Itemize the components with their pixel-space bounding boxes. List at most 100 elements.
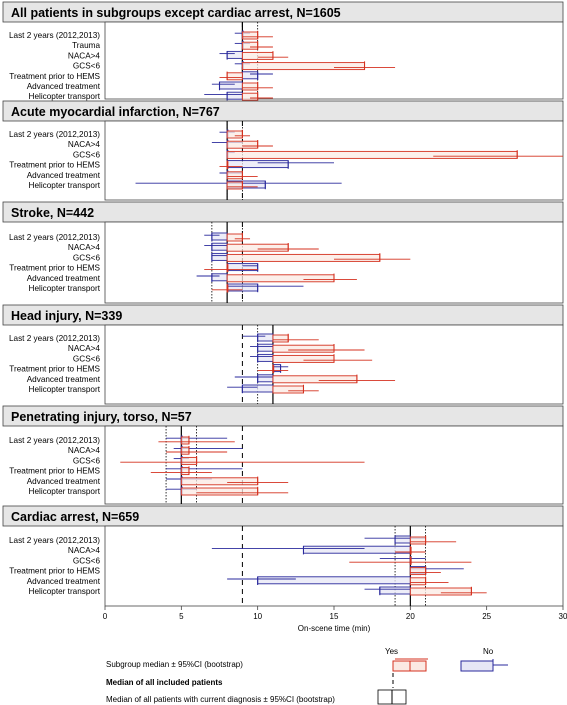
row-label: Last 2 years (2012,2013) bbox=[9, 31, 100, 40]
plot-frame bbox=[104, 525, 564, 607]
subgroup-yes-box bbox=[180, 477, 259, 486]
subgroup-no-box bbox=[219, 81, 243, 90]
x-tick-label: 20 bbox=[406, 612, 415, 621]
legend-yes-label: Yes bbox=[385, 647, 398, 656]
subgroup-no-box bbox=[379, 586, 411, 595]
subgroup-yes-box bbox=[226, 130, 243, 139]
row-label: Last 2 years (2012,2013) bbox=[9, 334, 100, 343]
subgroup-no-box bbox=[303, 545, 411, 554]
subgroup-yes-box bbox=[180, 446, 190, 455]
subgroup-yes-box bbox=[226, 72, 243, 81]
subgroup-no-box bbox=[211, 273, 228, 282]
subgroup-yes-box bbox=[180, 436, 190, 445]
row-label: Last 2 years (2012,2013) bbox=[9, 536, 100, 545]
row-label: Treatment prior to HEMS bbox=[9, 264, 100, 273]
subgroup-yes-box bbox=[272, 344, 335, 353]
x-axis: 0 5 10 15 20 25 30 bbox=[103, 606, 567, 621]
subgroup-yes-box bbox=[409, 587, 472, 596]
subgroup-no-box bbox=[257, 333, 274, 342]
panel-title: Acute myocardial infarction, N=767 bbox=[11, 105, 220, 119]
panel-title: Stroke, N=442 bbox=[11, 206, 94, 220]
row-label: Advanced treatment bbox=[27, 82, 101, 91]
subgroup-yes-box bbox=[226, 253, 381, 262]
subgroup-yes-box bbox=[241, 92, 259, 101]
x-tick-label: 0 bbox=[103, 612, 108, 621]
subgroup-no-box bbox=[241, 71, 259, 80]
plot-frame bbox=[104, 221, 564, 304]
plot-frame bbox=[104, 324, 564, 405]
subgroup-no-box bbox=[226, 91, 243, 100]
subgroup-yes-box bbox=[409, 577, 427, 586]
legend-diag-median-text: Median of all patients with current diag… bbox=[106, 695, 335, 704]
x-tick-label: 30 bbox=[559, 612, 567, 621]
row-label: Helicopter transport bbox=[29, 487, 101, 496]
legend-all-median-text: Median of all included patients bbox=[106, 678, 223, 687]
row-label: Helicopter transport bbox=[29, 385, 101, 394]
x-axis-label: On-scene time (min) bbox=[298, 624, 371, 633]
plot-frame bbox=[104, 120, 564, 201]
row-label: NACA>4 bbox=[68, 140, 101, 149]
row-label: Treatment prior to HEMS bbox=[9, 72, 100, 81]
row-label: Advanced treatment bbox=[27, 171, 101, 180]
subgroup-yes-box bbox=[272, 385, 304, 394]
row-label: Treatment prior to HEMS bbox=[9, 567, 100, 576]
panel: Head injury, N=339 Last 2 years (2012,201… bbox=[2, 304, 564, 405]
row-label: Treatment prior to HEMS bbox=[9, 467, 100, 476]
subgroup-yes-box bbox=[226, 140, 259, 149]
plot-frame bbox=[104, 21, 564, 100]
legend-no-label: No bbox=[483, 647, 494, 656]
row-label: Advanced treatment bbox=[27, 274, 101, 283]
subgroup-yes-box bbox=[226, 274, 335, 283]
subgroup-no-box bbox=[257, 353, 274, 362]
subgroup-yes-box bbox=[226, 150, 518, 159]
row-label: GCS<6 bbox=[73, 556, 101, 565]
panel-title: Penetrating injury, torso, N=57 bbox=[11, 410, 192, 424]
row-label: Treatment prior to HEMS bbox=[9, 161, 100, 170]
panel: Cardiac arrest, N=659 Last 2 years (2012,… bbox=[2, 505, 564, 607]
row-label: Helicopter transport bbox=[29, 181, 101, 190]
subgroup-yes-box bbox=[180, 456, 198, 465]
subgroup-no-box bbox=[257, 374, 274, 383]
row-label: Helicopter transport bbox=[29, 284, 101, 293]
subgroup-yes-box bbox=[180, 467, 190, 476]
row-label: Last 2 years (2012,2013) bbox=[9, 233, 100, 242]
panel-title: Head injury, N=339 bbox=[11, 309, 122, 323]
panel: Acute myocardial infarction, N=767 Last 2… bbox=[2, 100, 564, 201]
subgroup-yes-box bbox=[241, 41, 259, 50]
row-label: GCS<6 bbox=[73, 62, 101, 71]
panel: Stroke, N=442 Last 2 years (2012,2013)NAC… bbox=[2, 201, 564, 304]
legend: Subgroup median ± 95%CI (bootstrap) Yes … bbox=[106, 647, 508, 705]
row-label: NACA>4 bbox=[68, 546, 101, 555]
row-label: Advanced treatment bbox=[27, 477, 101, 486]
subgroup-no-box bbox=[211, 242, 228, 251]
row-label: GCS<6 bbox=[73, 354, 101, 363]
panel-title: Cardiac arrest, N=659 bbox=[11, 510, 139, 524]
subgroup-yes-box bbox=[226, 171, 243, 180]
subgroup-yes-box bbox=[226, 181, 243, 190]
subgroup-yes-box bbox=[241, 62, 365, 71]
subgroup-yes-box bbox=[226, 243, 289, 252]
subgroup-yes-box bbox=[409, 536, 427, 545]
panels: All patients in subgroups except cardiac… bbox=[2, 1, 564, 607]
subgroup-no-box bbox=[257, 576, 411, 585]
subgroup-yes-box bbox=[272, 354, 335, 363]
subgroup-no-box bbox=[241, 384, 274, 393]
row-label: Advanced treatment bbox=[27, 577, 101, 586]
row-label: NACA>4 bbox=[68, 243, 101, 252]
panel-title: All patients in subgroups except cardiac… bbox=[11, 6, 341, 20]
x-tick-label: 10 bbox=[253, 612, 262, 621]
legend-no-box bbox=[460, 660, 494, 672]
plot-frame bbox=[104, 425, 564, 505]
subgroup-yes-box bbox=[241, 31, 259, 40]
subgroup-yes-box bbox=[241, 82, 259, 91]
subgroup-yes-box bbox=[272, 334, 289, 343]
row-label: NACA>4 bbox=[68, 446, 101, 455]
legend-subgroup-text: Subgroup median ± 95%CI (bootstrap) bbox=[106, 660, 243, 669]
row-label: Helicopter transport bbox=[29, 92, 101, 101]
subgroup-yes-box bbox=[241, 51, 274, 60]
panel: Penetrating injury, torso, N=57 Last 2 ye… bbox=[2, 405, 564, 505]
subgroup-yes-box bbox=[409, 567, 427, 576]
row-label: Last 2 years (2012,2013) bbox=[9, 436, 100, 445]
subgroup-yes-box bbox=[180, 487, 259, 496]
